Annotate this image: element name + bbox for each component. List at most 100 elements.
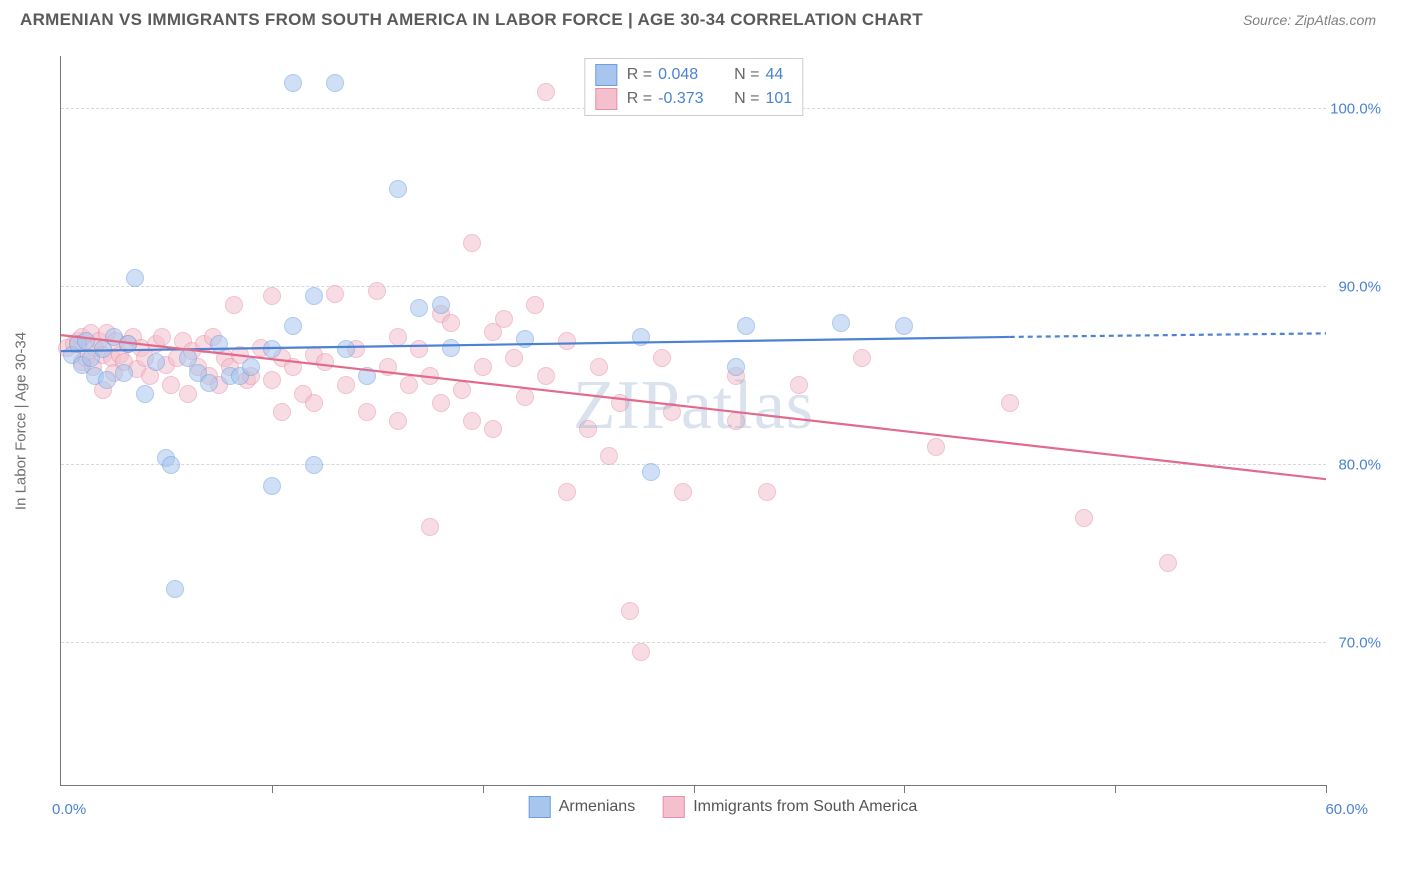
point-armenians — [166, 580, 184, 598]
n-label: N = — [734, 66, 759, 84]
x-tick-mark — [483, 785, 484, 793]
y-tick-label: 90.0% — [1338, 279, 1381, 296]
point-immigrants — [516, 388, 534, 406]
point-immigrants — [337, 376, 355, 394]
point-armenians — [337, 340, 355, 358]
point-immigrants — [505, 349, 523, 367]
r-label: R = — [627, 66, 652, 84]
legend-stats: R = 0.048 N = 44 R = -0.373 N = 101 — [584, 58, 803, 116]
point-immigrants — [305, 394, 323, 412]
chart-title: ARMENIAN VS IMMIGRANTS FROM SOUTH AMERIC… — [20, 10, 923, 30]
point-immigrants — [153, 328, 171, 346]
point-immigrants — [663, 403, 681, 421]
point-armenians — [442, 339, 460, 357]
point-immigrants — [484, 420, 502, 438]
point-immigrants — [179, 385, 197, 403]
point-immigrants — [1159, 554, 1177, 572]
point-immigrants — [316, 353, 334, 371]
y-axis-label: In Labor Force | Age 30-34 — [13, 331, 30, 509]
source-label: Source: ZipAtlas.com — [1243, 12, 1376, 28]
point-immigrants — [632, 643, 650, 661]
point-immigrants — [225, 296, 243, 314]
legend-stats-row-armenians: R = 0.048 N = 44 — [595, 63, 792, 87]
point-immigrants — [853, 349, 871, 367]
legend-label-immigrants: Immigrants from South America — [693, 798, 917, 816]
x-tick-mark — [272, 785, 273, 793]
point-armenians — [832, 314, 850, 332]
point-immigrants — [463, 412, 481, 430]
plot-area: In Labor Force | Age 30-34 ZIPatlas R = … — [60, 56, 1326, 786]
point-armenians — [305, 287, 323, 305]
x-tick-mark — [1115, 785, 1116, 793]
chart-container: In Labor Force | Age 30-34 ZIPatlas R = … — [60, 36, 1386, 826]
point-armenians — [119, 335, 137, 353]
n-value-armenians: 44 — [765, 66, 783, 84]
legend-swatch-pink — [595, 88, 617, 110]
point-armenians — [389, 180, 407, 198]
point-armenians — [115, 364, 133, 382]
point-armenians — [98, 371, 116, 389]
x-axis-start-label: 0.0% — [52, 801, 86, 818]
point-armenians — [410, 299, 428, 317]
legend-series: Armenians Immigrants from South America — [529, 796, 918, 818]
gridline — [61, 286, 1326, 287]
point-immigrants — [432, 394, 450, 412]
legend-swatch-blue-icon — [529, 796, 551, 818]
n-label: N = — [734, 90, 759, 108]
point-immigrants — [758, 483, 776, 501]
point-immigrants — [358, 403, 376, 421]
point-armenians — [147, 353, 165, 371]
legend-item-armenians: Armenians — [529, 796, 635, 818]
point-immigrants — [537, 367, 555, 385]
point-immigrants — [1075, 509, 1093, 527]
point-immigrants — [421, 367, 439, 385]
n-value-immigrants: 101 — [765, 90, 792, 108]
point-armenians — [77, 332, 95, 350]
point-immigrants — [1001, 394, 1019, 412]
point-armenians — [516, 330, 534, 348]
x-tick-mark — [904, 785, 905, 793]
point-armenians — [284, 317, 302, 335]
point-immigrants — [400, 376, 418, 394]
point-armenians — [263, 340, 281, 358]
point-armenians — [200, 374, 218, 392]
point-immigrants — [273, 403, 291, 421]
point-immigrants — [674, 483, 692, 501]
point-armenians — [210, 335, 228, 353]
legend-swatch-pink-icon — [663, 796, 685, 818]
point-immigrants — [526, 296, 544, 314]
point-immigrants — [368, 282, 386, 300]
point-armenians — [432, 296, 450, 314]
point-immigrants — [600, 447, 618, 465]
point-armenians — [305, 456, 323, 474]
point-immigrants — [558, 332, 576, 350]
legend-stats-row-immigrants: R = -0.373 N = 101 — [595, 87, 792, 111]
point-armenians — [642, 463, 660, 481]
point-armenians — [242, 358, 260, 376]
trend-lines-svg — [61, 56, 1326, 785]
point-immigrants — [410, 340, 428, 358]
point-immigrants — [463, 234, 481, 252]
point-immigrants — [442, 314, 460, 332]
x-tick-mark — [1326, 785, 1327, 793]
point-immigrants — [727, 412, 745, 430]
point-armenians — [632, 328, 650, 346]
point-armenians — [737, 317, 755, 335]
point-immigrants — [537, 83, 555, 101]
point-immigrants — [389, 328, 407, 346]
y-tick-label: 80.0% — [1338, 456, 1381, 473]
r-label: R = — [627, 90, 652, 108]
y-tick-label: 100.0% — [1330, 101, 1381, 118]
gridline — [61, 464, 1326, 465]
point-immigrants — [263, 287, 281, 305]
point-armenians — [326, 74, 344, 92]
point-armenians — [358, 367, 376, 385]
point-armenians — [162, 456, 180, 474]
x-tick-mark — [694, 785, 695, 793]
point-immigrants — [653, 349, 671, 367]
point-armenians — [895, 317, 913, 335]
legend-label-armenians: Armenians — [559, 798, 635, 816]
point-immigrants — [263, 371, 281, 389]
point-immigrants — [621, 602, 639, 620]
chart-header: ARMENIAN VS IMMIGRANTS FROM SOUTH AMERIC… — [0, 0, 1406, 36]
